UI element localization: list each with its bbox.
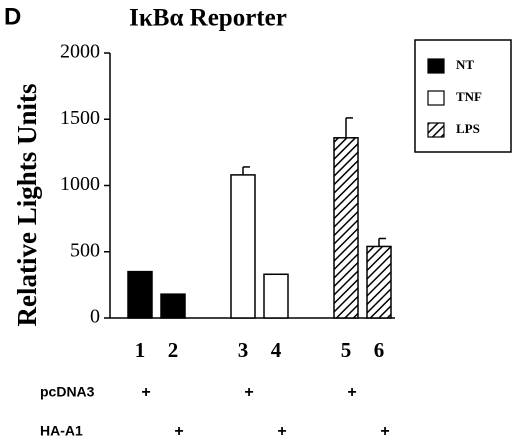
legend-label: TNF xyxy=(456,89,482,104)
panel-label: D xyxy=(4,3,21,30)
condition-mark: + xyxy=(244,384,253,401)
y-tick-label: 2000 xyxy=(60,41,100,63)
bar xyxy=(160,293,186,319)
legend-swatch xyxy=(427,90,445,106)
condition-mark: + xyxy=(347,384,356,401)
chart-title: IκBα Reporter xyxy=(129,5,287,32)
x-tick-label: 2 xyxy=(168,338,179,362)
y-tick-label: 1500 xyxy=(60,107,100,129)
bar xyxy=(127,270,153,319)
condition-label: pcDNA3 xyxy=(40,384,95,400)
legend-swatch xyxy=(427,58,445,74)
x-tick-label: 3 xyxy=(238,338,249,362)
bar xyxy=(333,137,359,319)
x-tick-label: 4 xyxy=(271,338,282,362)
y-tick-label: 0 xyxy=(90,306,100,328)
y-tick-label: 500 xyxy=(70,239,100,261)
bar xyxy=(263,273,289,319)
y-axis-label: Relative Lights Units xyxy=(12,84,42,327)
condition-mark: + xyxy=(174,423,183,440)
bar xyxy=(366,245,392,319)
legend-box xyxy=(414,39,512,153)
bar xyxy=(230,174,256,319)
x-tick-label: 1 xyxy=(135,338,146,362)
condition-label: HA-A1 xyxy=(40,423,83,439)
condition-mark: + xyxy=(277,423,286,440)
legend-label: NT xyxy=(456,57,474,72)
x-tick-label: 5 xyxy=(341,338,352,362)
condition-mark: + xyxy=(380,423,389,440)
y-tick-label: 1000 xyxy=(60,173,100,195)
x-tick-label: 6 xyxy=(374,338,385,362)
condition-mark: + xyxy=(141,384,150,401)
legend-label: LPS xyxy=(456,121,480,136)
legend-swatch xyxy=(427,122,445,138)
